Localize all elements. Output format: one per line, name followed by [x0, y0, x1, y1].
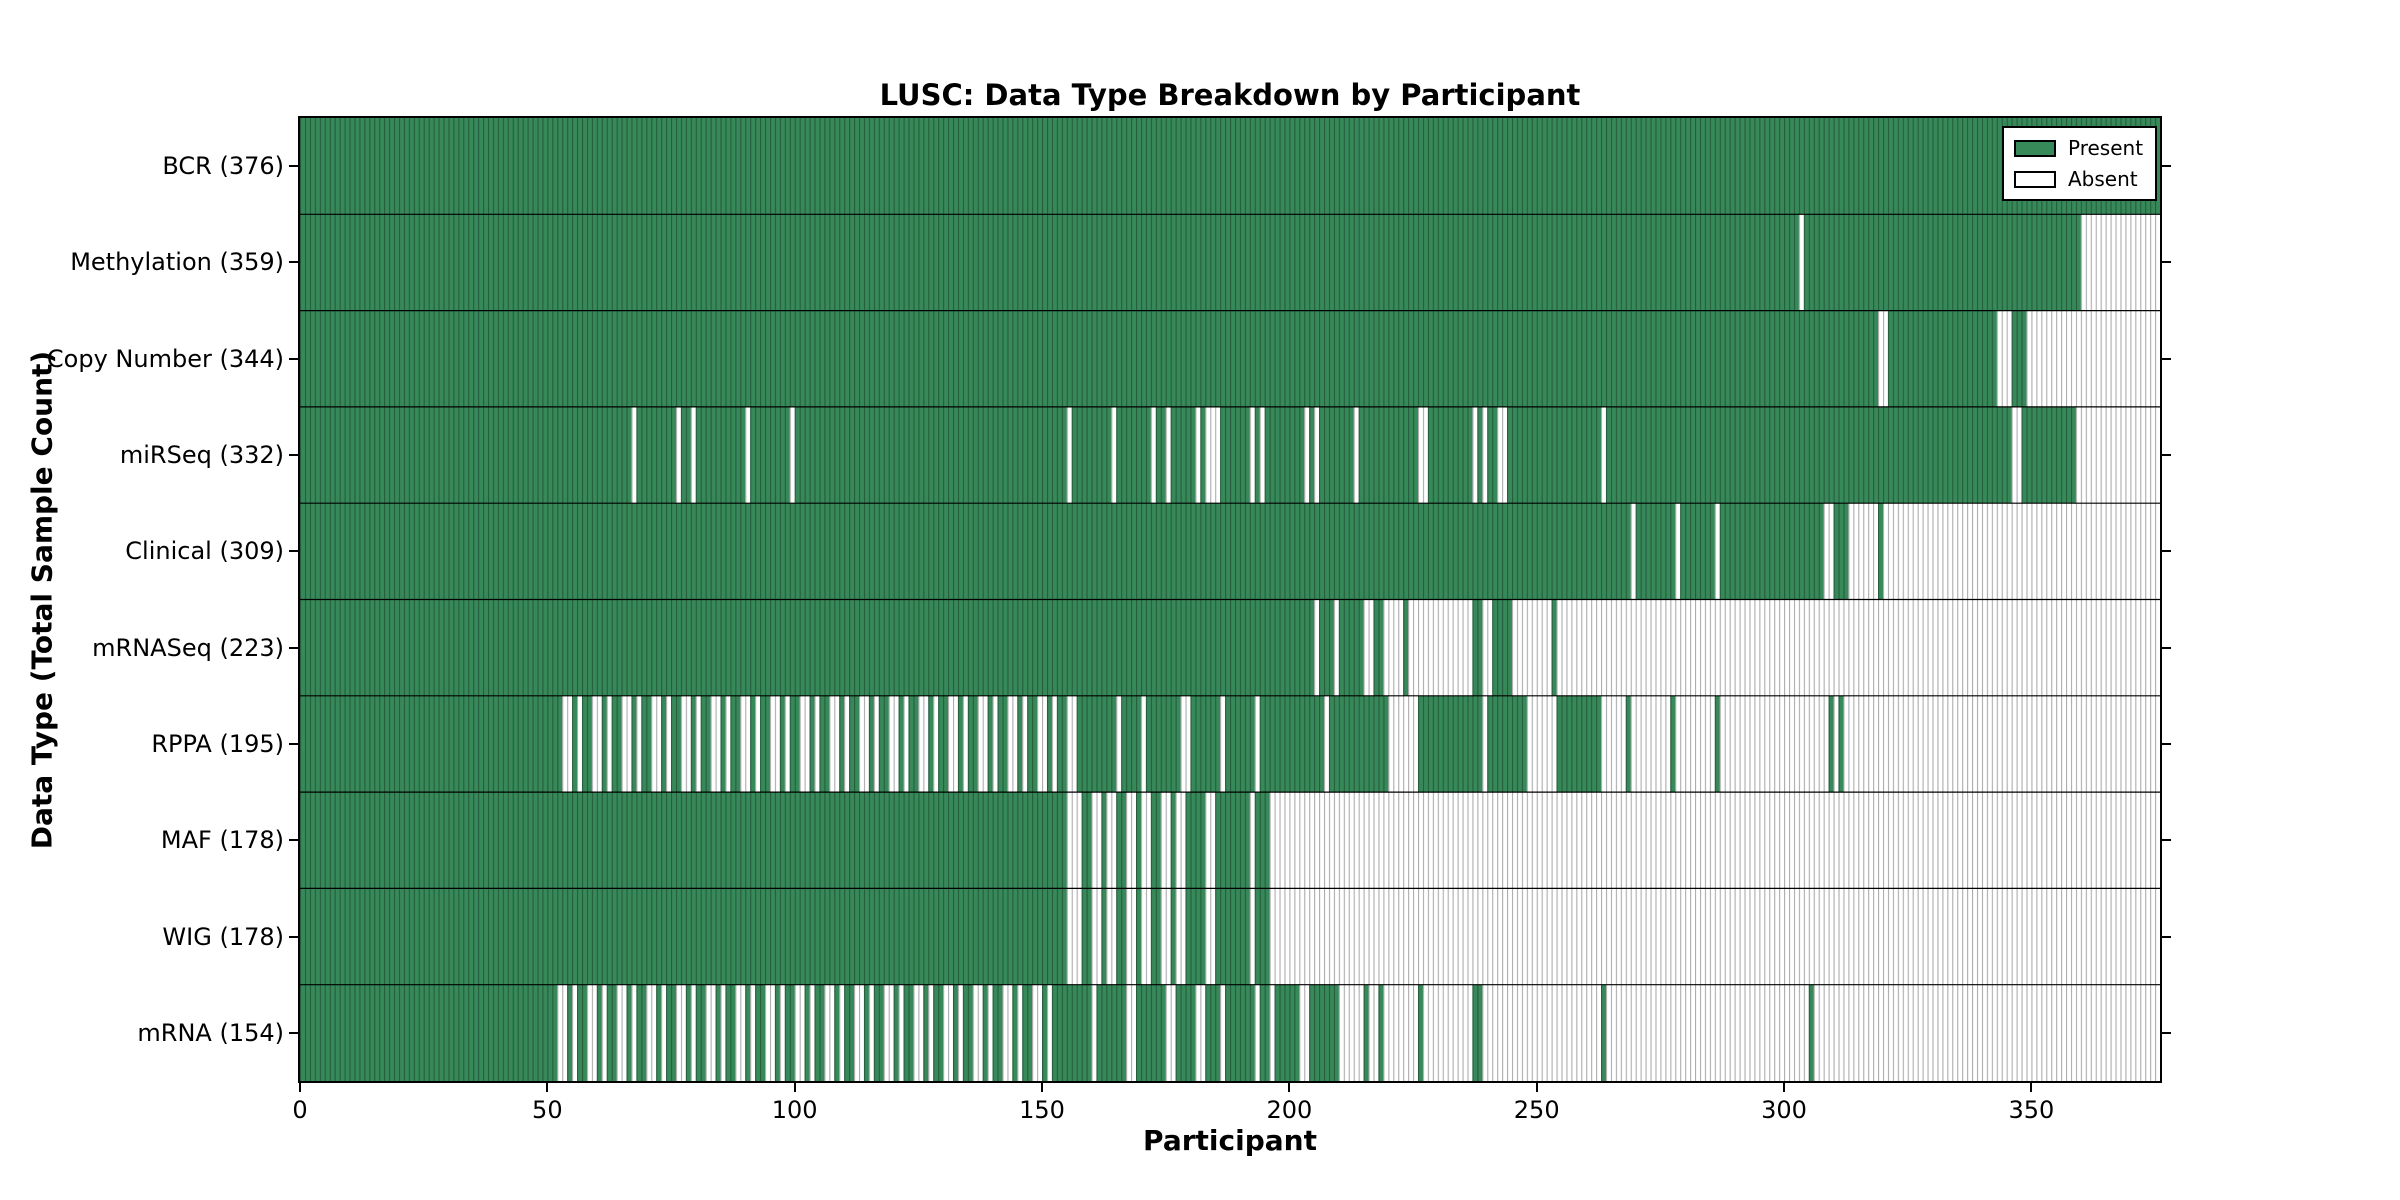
y-tick-mark — [289, 646, 298, 649]
present-swatch — [2014, 139, 2056, 157]
x-tick-mark — [546, 1083, 549, 1092]
x-tick-mark — [793, 1083, 796, 1092]
x-tick-mark — [1783, 1083, 1786, 1092]
x-tick-mark — [1535, 1083, 1538, 1092]
y-tick-mark — [289, 935, 298, 938]
x-tick-label: 100 — [771, 1096, 818, 1124]
y-tick-mark — [2162, 165, 2171, 168]
x-tick-label: 300 — [1761, 1096, 1807, 1124]
x-tick-mark — [1288, 1083, 1291, 1092]
y-tick-label: MAF (178) — [160, 826, 284, 855]
y-tick-mark — [289, 454, 298, 457]
y-tick-mark — [2162, 454, 2171, 457]
y-tick-mark — [289, 261, 298, 264]
y-tick-mark — [289, 1031, 298, 1034]
y-tick-label: BCR (376) — [162, 152, 284, 181]
y-tick-label: Methylation (359) — [70, 248, 284, 277]
y-tick-mark — [289, 357, 298, 360]
y-tick-mark — [2162, 935, 2171, 938]
x-tick-mark — [299, 1083, 301, 1092]
x-tick-mark — [1041, 1083, 1044, 1092]
y-tick-mark — [289, 839, 298, 842]
y-tick-label: mRNASeq (223) — [92, 633, 284, 662]
y-tick-mark — [2162, 550, 2171, 553]
y-tick-label: Copy Number (344) — [46, 344, 284, 373]
x-tick-label: 150 — [1019, 1096, 1065, 1124]
x-tick-mark — [2030, 1083, 2033, 1092]
plot-area — [298, 116, 2162, 1083]
y-tick-mark — [2162, 261, 2171, 264]
absent-swatch — [2014, 170, 2056, 188]
y-tick-mark — [289, 165, 298, 168]
x-tick-label: 200 — [1266, 1096, 1313, 1124]
x-tick-label: 50 — [532, 1096, 563, 1124]
chart-title: LUSC: Data Type Breakdown by Participant — [879, 78, 1581, 112]
y-tick-label: miRSeq (332) — [119, 441, 284, 470]
legend-present-label: Present — [2068, 136, 2144, 160]
y-tick-mark — [289, 550, 298, 553]
legend-absent-label: Absent — [2068, 167, 2138, 191]
presence-matrix — [300, 118, 2160, 1081]
x-tick-label: 250 — [1513, 1096, 1560, 1124]
y-tick-mark — [2162, 839, 2171, 842]
legend-entry-present: Present — [2014, 136, 2143, 160]
y-tick-mark — [2162, 646, 2171, 649]
legend-entry-absent: Absent — [2014, 167, 2143, 191]
x-axis-label: Participant — [1143, 1124, 1317, 1157]
y-tick-label: Clinical (309) — [125, 537, 284, 566]
y-tick-label: RPPA (195) — [151, 729, 284, 758]
y-tick-mark — [289, 742, 298, 745]
y-tick-mark — [2162, 742, 2171, 745]
y-axis-label: Data Type (Total Sample Count) — [25, 350, 59, 850]
y-tick-mark — [2162, 357, 2171, 360]
y-tick-label: mRNA (154) — [137, 1018, 284, 1047]
y-tick-label: WIG (178) — [162, 922, 284, 951]
x-tick-label: 0 — [292, 1096, 308, 1124]
legend: Present Absent — [2002, 126, 2158, 201]
x-tick-label: 350 — [2008, 1096, 2055, 1124]
y-tick-mark — [2162, 1031, 2171, 1034]
